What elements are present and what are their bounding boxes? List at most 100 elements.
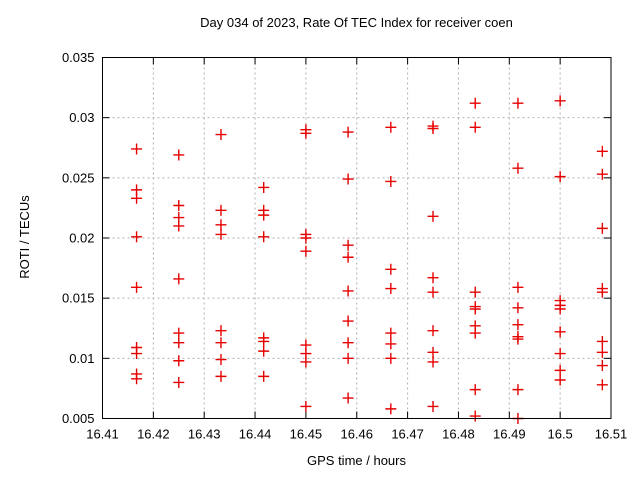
data-point (596, 145, 608, 157)
data-point (512, 319, 524, 331)
y-tick-label: 0.025 (62, 170, 95, 185)
data-point (258, 345, 270, 357)
x-tick-label: 16.42 (137, 427, 170, 442)
data-point (512, 97, 524, 109)
data-point (385, 327, 397, 339)
data-point (427, 325, 439, 337)
data-point (342, 251, 354, 263)
data-point (131, 348, 143, 360)
data-point (342, 239, 354, 251)
data-point (554, 364, 566, 376)
data-point (342, 315, 354, 327)
y-tick-label: 0.03 (69, 110, 94, 125)
data-point (512, 333, 524, 345)
data-point (554, 374, 566, 386)
data-point (469, 327, 481, 339)
data-point (258, 370, 270, 382)
data-point (215, 129, 227, 141)
data-point (385, 283, 397, 295)
data-point (215, 204, 227, 216)
data-point (258, 181, 270, 193)
x-tick-label: 16.41 (86, 427, 119, 442)
y-tick-label: 0.01 (69, 351, 94, 366)
chart-title: Day 034 of 2023, Rate Of TEC Index for r… (200, 15, 513, 30)
data-point (300, 232, 312, 244)
data-point (131, 373, 143, 385)
data-point (469, 286, 481, 298)
data-point (300, 127, 312, 139)
plot-border (102, 57, 612, 419)
data-point (215, 219, 227, 231)
data-point (385, 175, 397, 187)
data-point (596, 335, 608, 347)
data-point (131, 192, 143, 204)
data-point (596, 346, 608, 358)
data-point (427, 286, 439, 298)
data-point (173, 220, 185, 232)
data-point (512, 384, 524, 396)
data-point (385, 121, 397, 133)
y-tick-label: 0.035 (62, 50, 95, 65)
data-point (427, 122, 439, 134)
y-tick-label: 0.015 (62, 291, 95, 306)
data-point (215, 370, 227, 382)
data-point (512, 302, 524, 314)
data-point (596, 168, 608, 180)
data-point (596, 379, 608, 391)
data-point (173, 327, 185, 339)
data-point (173, 376, 185, 388)
x-tick-label: 16.48 (442, 427, 475, 442)
data-point (427, 210, 439, 222)
data-point (215, 337, 227, 349)
x-tick-label: 16.46 (340, 427, 373, 442)
data-point (173, 273, 185, 285)
data-point (215, 325, 227, 337)
data-point (385, 352, 397, 364)
data-point (342, 352, 354, 364)
data-point (554, 348, 566, 360)
data-point (596, 286, 608, 298)
data-point (342, 173, 354, 185)
data-point (385, 403, 397, 415)
data-point (173, 149, 185, 161)
data-point (131, 281, 143, 293)
x-tick-label: 16.51 (595, 427, 628, 442)
data-point (469, 121, 481, 133)
data-point (215, 354, 227, 366)
data-point (469, 97, 481, 109)
x-tick-label: 16.47 (391, 427, 424, 442)
x-tick-label: 16.5 (547, 427, 572, 442)
data-point (427, 356, 439, 368)
data-point (131, 143, 143, 155)
data-point (300, 245, 312, 257)
data-point (173, 355, 185, 367)
x-tick-label: 16.45 (290, 427, 323, 442)
data-point (258, 335, 270, 347)
data-point (342, 126, 354, 138)
data-point (554, 171, 566, 183)
data-point (342, 337, 354, 349)
data-point (427, 272, 439, 284)
data-point (554, 303, 566, 315)
data-point (427, 400, 439, 412)
x-axis-label: GPS time / hours (307, 453, 406, 468)
data-point (342, 285, 354, 297)
data-point (385, 263, 397, 275)
x-tick-label: 16.49 (493, 427, 526, 442)
y-tick-label: 0.005 (62, 411, 95, 426)
data-point (342, 392, 354, 404)
x-tick-label: 16.43 (188, 427, 221, 442)
data-point (512, 281, 524, 293)
x-tick-label: 16.44 (239, 427, 272, 442)
data-point (173, 200, 185, 212)
data-point (258, 231, 270, 243)
data-point (512, 162, 524, 174)
data-point (427, 346, 439, 358)
data-point (596, 222, 608, 234)
data-point (173, 337, 185, 349)
y-tick-label: 0.02 (69, 231, 94, 246)
data-point (554, 326, 566, 338)
data-point (300, 356, 312, 368)
